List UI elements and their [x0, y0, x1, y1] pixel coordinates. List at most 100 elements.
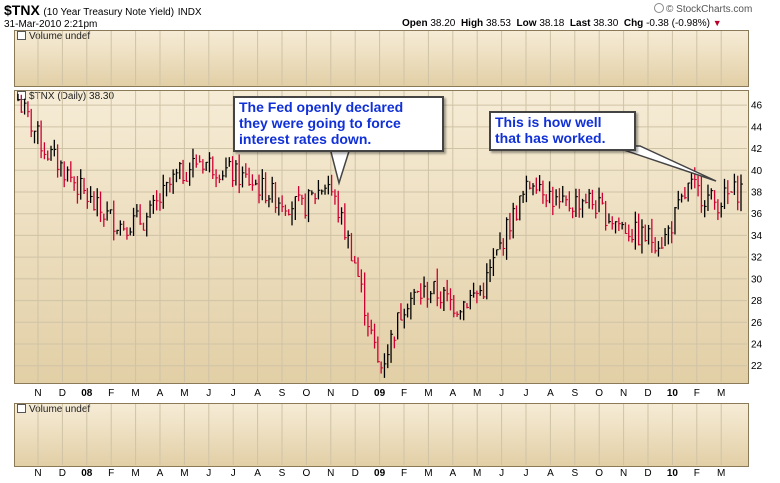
- x-tick-label: 10: [667, 388, 679, 399]
- x-tick-label: O: [303, 388, 311, 399]
- callout-how-well: This is how well that has worked.: [489, 111, 636, 151]
- x-tick-label: O: [595, 388, 603, 399]
- x-tick-label: M: [131, 468, 139, 479]
- x-tick-label: N: [34, 388, 41, 399]
- open-value: 38.20: [430, 18, 456, 29]
- x-tick-label: A: [547, 388, 554, 399]
- x-tick-label: N: [620, 468, 627, 479]
- exchange-label: INDX: [177, 7, 202, 18]
- y-tick-label: 42: [751, 144, 763, 155]
- y-tick-label: 26: [751, 318, 763, 329]
- y-tick-label: 46: [751, 101, 763, 112]
- x-tick-label: J: [206, 468, 211, 479]
- x-tick-label: M: [180, 468, 188, 479]
- x-tick-label: D: [59, 388, 66, 399]
- x-tick-label: A: [449, 388, 456, 399]
- last-label: Last: [569, 18, 591, 29]
- x-tick-label: F: [694, 388, 700, 399]
- x-tick-label: M: [473, 468, 481, 479]
- x-tick-label: A: [254, 468, 261, 479]
- y-tick-label: 40: [751, 166, 763, 177]
- x-tick-label: 08: [81, 468, 93, 479]
- y-tick-label: 36: [751, 209, 763, 220]
- pane-toggle-icon[interactable]: [17, 404, 26, 413]
- x-tick-label: D: [352, 468, 359, 479]
- x-tick-label: O: [303, 468, 311, 479]
- x-tick-label: D: [644, 388, 651, 399]
- x-tick-label: S: [279, 468, 286, 479]
- x-tick-label: J: [524, 468, 529, 479]
- callout-line: The Fed openly declared: [239, 99, 404, 115]
- x-tick-label: M: [473, 388, 481, 399]
- last-value: 38.30: [593, 18, 619, 29]
- open-label: Open: [402, 18, 428, 29]
- brand-logo: © StockCharts.com: [654, 3, 752, 15]
- callout-pointer: [611, 145, 717, 182]
- stockcharts-icon: [654, 3, 664, 13]
- x-tick-label: D: [644, 468, 651, 479]
- x-tick-label: N: [34, 468, 41, 479]
- x-tick-label: J: [231, 468, 236, 479]
- high-value: 38.53: [485, 18, 511, 29]
- y-tick-label: 28: [751, 296, 763, 307]
- low-value: 38.18: [539, 18, 565, 29]
- pane-toggle-icon[interactable]: [17, 31, 26, 40]
- x-tick-label: M: [424, 388, 432, 399]
- down-arrow-icon: ▼: [712, 18, 722, 28]
- ticker-symbol: $TNX: [4, 2, 40, 18]
- x-tick-label: N: [620, 388, 627, 399]
- x-tick-label: S: [571, 388, 578, 399]
- chart-title: $TNX (10 Year Treasury Note Yield) INDX: [4, 2, 202, 18]
- y-tick-label: 44: [751, 122, 763, 133]
- y-tick-label: 30: [751, 274, 763, 285]
- x-tick-label: M: [180, 388, 188, 399]
- x-tick-label: F: [401, 388, 407, 399]
- x-tick-label: A: [254, 388, 261, 399]
- y-tick-label: 34: [751, 231, 763, 242]
- x-tick-label: S: [571, 468, 578, 479]
- y-tick-label: 32: [751, 253, 763, 264]
- low-label: Low: [516, 18, 537, 29]
- x-tick-label: D: [59, 468, 66, 479]
- volume-label-top: Volume undef: [17, 31, 90, 42]
- callout-line: interest rates down.: [239, 131, 372, 147]
- x-tick-label: J: [499, 388, 504, 399]
- x-tick-label: A: [449, 468, 456, 479]
- ticker-name: (10 Year Treasury Note Yield): [43, 7, 175, 18]
- x-tick-label: D: [352, 388, 359, 399]
- x-tick-label: N: [327, 388, 334, 399]
- x-tick-label: J: [524, 388, 529, 399]
- volume-pane-top: Volume undef: [14, 30, 749, 87]
- chg-value: -0.38 (-0.98%): [646, 18, 710, 29]
- quote-bar: Open 38.20 High 38.53 Low 38.18 Last 38.…: [402, 18, 722, 29]
- x-tick-label: S: [279, 388, 286, 399]
- x-tick-label: A: [547, 468, 554, 479]
- x-tick-label: O: [595, 468, 603, 479]
- y-tick-label: 24: [751, 339, 763, 350]
- x-tick-label: N: [327, 468, 334, 479]
- y-tick-label: 22: [751, 361, 763, 372]
- callout-fed-declared: The Fed openly declared they were going t…: [233, 96, 444, 152]
- x-tick-label: M: [717, 468, 725, 479]
- high-label: High: [460, 18, 484, 29]
- x-tick-label: M: [131, 388, 139, 399]
- volume-pane-bottom: Volume undef: [14, 403, 749, 467]
- x-tick-label: 09: [374, 388, 386, 399]
- x-tick-label: 09: [374, 468, 386, 479]
- chart-datetime: 31-Mar-2010 2:21pm: [4, 19, 98, 30]
- x-tick-label: F: [108, 388, 114, 399]
- x-tick-label: J: [499, 468, 504, 479]
- x-tick-label: J: [206, 388, 211, 399]
- x-tick-label: 08: [81, 388, 93, 399]
- x-tick-label: A: [157, 468, 164, 479]
- x-tick-label: F: [401, 468, 407, 479]
- price-pane-label-text: $TNX (Daily) 38.30: [29, 91, 115, 102]
- x-tick-label: M: [717, 388, 725, 399]
- x-tick-label: 10: [667, 468, 679, 479]
- volume-label-bottom-text: Volume undef: [29, 404, 91, 415]
- x-tick-label: F: [108, 468, 114, 479]
- volume-label-top-text: Volume undef: [29, 31, 91, 42]
- chg-label: Chg: [623, 18, 644, 29]
- callout-pointer: [329, 147, 352, 186]
